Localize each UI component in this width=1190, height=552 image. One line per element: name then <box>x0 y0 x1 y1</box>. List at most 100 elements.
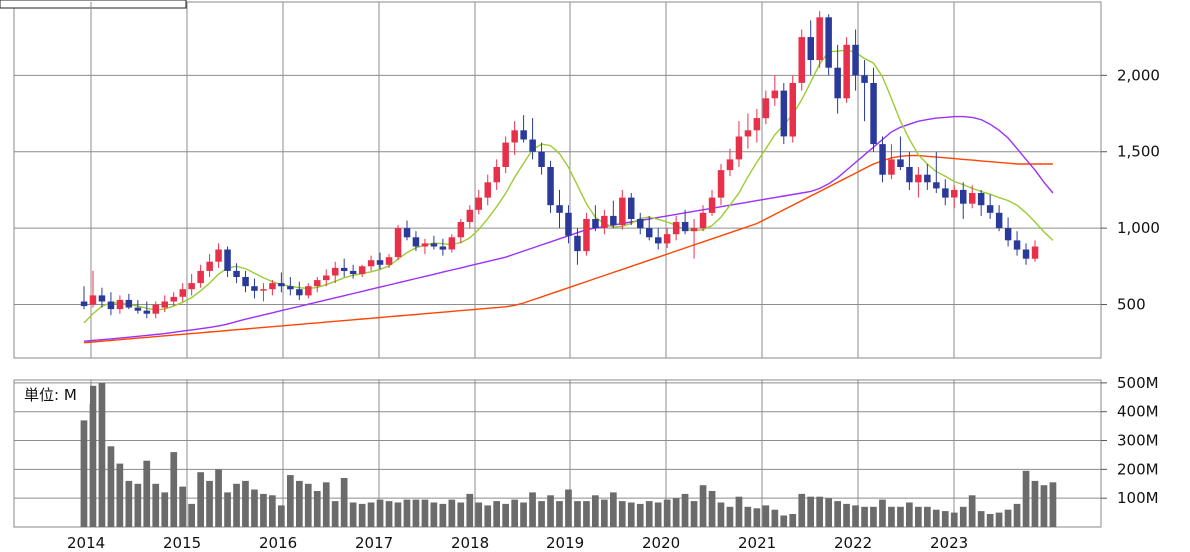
x-tick-label: 2018 <box>451 534 489 552</box>
candle-body <box>1031 246 1039 259</box>
volume-bar <box>403 499 411 527</box>
candle-body <box>995 212 1003 229</box>
volume-bar <box>708 491 716 527</box>
volume-bar <box>304 483 312 527</box>
candle-body <box>789 83 796 137</box>
candle-body <box>493 167 500 183</box>
candle-body <box>637 219 644 229</box>
x-tick-label: 2017 <box>355 534 393 552</box>
volume-bar <box>968 495 976 527</box>
candle-body <box>233 270 240 277</box>
volume-bar <box>565 489 572 527</box>
candle-body <box>628 197 635 219</box>
candle-body <box>619 197 626 226</box>
volume-bar <box>879 499 886 527</box>
volume-bar <box>98 382 106 527</box>
candle-body <box>484 182 491 198</box>
candle-body <box>260 289 267 291</box>
candle-body <box>717 170 725 198</box>
candle-body <box>116 299 124 310</box>
candle-body <box>646 228 653 238</box>
volume-bar <box>906 502 913 527</box>
volume-bar <box>699 485 707 527</box>
volume-bar <box>538 501 545 527</box>
volume-y-tick-label: 300M <box>1117 432 1159 450</box>
candle-body <box>125 299 133 308</box>
volume-y-tick-label: 100M <box>1117 489 1159 507</box>
volume-bar <box>825 498 832 527</box>
candle-body <box>251 286 258 291</box>
volume-bar <box>789 514 797 527</box>
candle-body <box>197 270 204 284</box>
volume-bar <box>547 495 554 527</box>
volume-bar <box>663 499 671 527</box>
candle-body <box>574 235 581 252</box>
candle-body <box>977 193 985 206</box>
candle-body <box>349 270 357 274</box>
candle-body <box>403 228 411 238</box>
candle-body <box>80 301 88 307</box>
volume-bar <box>636 503 644 527</box>
volume-bar <box>278 505 285 527</box>
candle-body <box>879 144 886 175</box>
candle-body <box>466 209 474 222</box>
candle-body <box>143 310 151 314</box>
volume-bar <box>1040 485 1048 527</box>
candle-body <box>376 260 384 265</box>
price-y-tick-label: 1,500 <box>1117 143 1160 161</box>
candle-body <box>457 222 465 238</box>
candle-body <box>161 301 168 308</box>
volume-bar <box>260 493 267 527</box>
candle-body <box>870 83 877 145</box>
price-y-tick-label: 2,000 <box>1117 66 1160 84</box>
candle-body <box>367 260 375 267</box>
price-y-tick-label: 1,000 <box>1117 219 1160 237</box>
candle-body <box>1022 249 1030 259</box>
unit-label-bg <box>20 384 90 404</box>
candle-body <box>798 37 805 83</box>
volume-bar <box>735 496 743 527</box>
candle-body <box>906 167 913 183</box>
candle-body <box>206 261 213 271</box>
candle-body <box>924 174 931 183</box>
volume-y-tick-label: 200M <box>1117 460 1159 478</box>
volume-bar <box>430 502 438 527</box>
candle-body <box>1013 240 1021 250</box>
candle-body <box>762 98 770 119</box>
volume-bar <box>394 502 402 527</box>
volume-bar <box>843 503 850 527</box>
candle-body <box>448 237 456 250</box>
candle-body <box>942 188 949 198</box>
volume-bar <box>583 501 590 527</box>
volume-y-tick-label: 400M <box>1117 403 1159 421</box>
volume-bar <box>457 502 465 527</box>
candle-body <box>556 205 563 213</box>
candle-body <box>98 295 106 302</box>
volume-bar <box>924 506 931 527</box>
candle-body <box>430 243 438 247</box>
volume-bar <box>385 501 393 527</box>
volume-bar <box>556 501 563 527</box>
volume-bar <box>627 502 635 527</box>
candle-body <box>960 189 967 204</box>
candle-body <box>807 37 814 60</box>
candle-body <box>753 118 761 131</box>
candle-body <box>771 90 779 99</box>
volume-bar <box>269 495 276 527</box>
price-y-axis: 500 1,000 1,500 2,000 <box>1101 66 1160 314</box>
candle-body <box>278 283 285 287</box>
candle-body <box>663 234 671 244</box>
x-axis: 2014 2015 2016 2017 2018 2019 2020 2021 2022 2023 <box>67 534 968 552</box>
volume-bar <box>439 503 447 527</box>
candle-body <box>340 267 348 271</box>
volume-y-axis: 500M 400M 300M 200M 100M <box>1101 374 1159 507</box>
x-tick-label: 2020 <box>642 534 680 552</box>
volume-bar <box>125 480 133 527</box>
candle-body <box>287 286 294 290</box>
volume-bar <box>529 492 536 527</box>
candle-body <box>89 295 97 305</box>
volume-bar <box>726 506 734 527</box>
volume-bar <box>1031 480 1039 527</box>
volume-bar <box>888 506 895 527</box>
